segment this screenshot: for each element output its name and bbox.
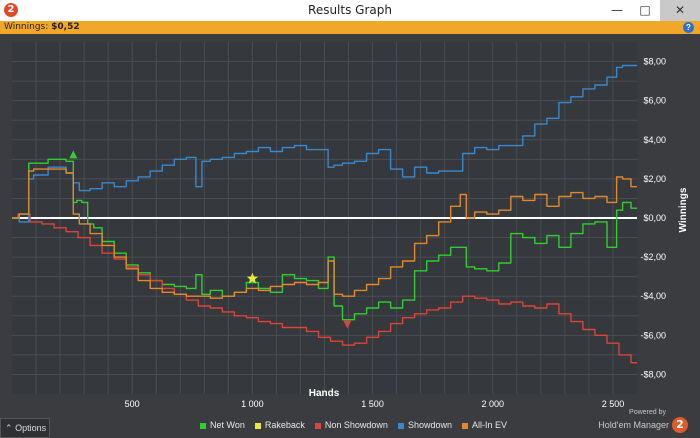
legend-item[interactable]: Rakeback [254, 420, 305, 430]
series-line-showdown [12, 64, 637, 223]
y-tick-label: $8,00 [643, 57, 666, 67]
y-tick-label: -$8,00 [640, 369, 666, 379]
maximize-button[interactable]: □ [639, 3, 651, 17]
legend-label: Rakeback [264, 420, 305, 430]
legend-swatch [200, 422, 206, 429]
winnings-label: Winnings: [4, 22, 49, 32]
y-tick-label: $6,00 [643, 96, 666, 106]
chevron-up-icon: ⌃ [5, 423, 13, 433]
legend-item[interactable]: Net Won [200, 420, 245, 430]
y-axis-ticks: $8,00 $6,00 $4,00 $2,00 $0,00 -$2,00 -$4,00 -$6… [640, 57, 666, 380]
legend-swatch [314, 422, 321, 429]
brand-logo-icon: 2 [672, 416, 688, 433]
x-axis-ticks: 500 1 000 1 500 2 000 2 500 [125, 399, 625, 409]
x-tick-label: 2 000 [482, 399, 505, 409]
x-tick-label: 500 [125, 399, 140, 409]
legend-item[interactable]: Showdown [397, 420, 452, 430]
legend-label: Non Showdown [324, 420, 388, 430]
app-logo-icon: 2 [4, 3, 18, 17]
title-bar: 2 Results Graph — □ ✕ [0, 0, 700, 21]
minimize-button[interactable]: — [611, 3, 623, 17]
x-tick-label: 1 500 [361, 399, 384, 409]
powered-by-text: Powered by [629, 409, 666, 416]
x-tick-label: 2 500 [602, 399, 625, 409]
legend-label: Showdown [407, 420, 452, 430]
options-button[interactable]: ⌃ Options [0, 418, 50, 438]
window-title: Results Graph [308, 3, 392, 17]
winnings-value: $0,52 [51, 22, 80, 32]
legend-label: Net Won [210, 420, 245, 430]
legend-item[interactable]: All-In EV [461, 420, 507, 430]
x-axis-label: Hands [309, 388, 340, 399]
results-chart: 500 1 000 1 500 2 000 2 500 $8,00 $6,00 $4,00 $… [0, 34, 700, 438]
brand-name: Hold'em Manager [598, 419, 669, 430]
chart-markers [69, 150, 352, 329]
help-icon[interactable]: ? [683, 22, 694, 33]
brand: Powered by Hold'em Manager 2 [598, 409, 688, 434]
legend-swatch [397, 422, 404, 429]
winnings-bar: Winnings: $0,52 ? [0, 21, 700, 34]
series-lines [12, 64, 637, 364]
low-marker [343, 320, 352, 329]
results-chart-svg: 500 1 000 1 500 2 000 2 500 $8,00$6,00$4,00$… [12, 42, 689, 409]
chart-legend: Net Won Rakeback Non Showdown Showdown All-I… [200, 420, 517, 432]
winnings-summary: Winnings: $0,52 [4, 21, 80, 34]
rakeback-star [246, 272, 259, 284]
close-button[interactable]: ✕ [660, 0, 700, 21]
options-label: Options [15, 423, 47, 433]
y-tick-label: $4,00 [643, 135, 666, 145]
y-tick-label: -$2,00 [640, 252, 666, 262]
legend-item[interactable]: Non Showdown [314, 420, 388, 430]
x-tick-label: 1 000 [241, 399, 264, 409]
legend-swatch [461, 422, 468, 429]
y-tick-label: $0,00 [643, 213, 666, 223]
series-line-non-showdown [12, 213, 637, 364]
y-tick-label: -$4,00 [640, 291, 666, 301]
peak-marker [69, 150, 78, 159]
y-tick-label: $2,00 [643, 174, 666, 184]
legend-swatch [254, 422, 261, 429]
y-axis-label: Winnings [678, 187, 689, 232]
y-tick-label: -$6,00 [640, 330, 666, 340]
legend-label: All-In EV [471, 420, 507, 430]
series-line-all-in-ev [12, 168, 637, 299]
